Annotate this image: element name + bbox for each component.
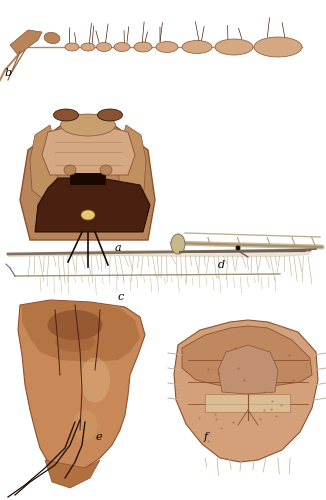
Bar — [205, 394, 290, 412]
Bar — [70, 173, 106, 185]
Polygon shape — [45, 460, 100, 488]
Ellipse shape — [96, 42, 111, 51]
Ellipse shape — [114, 42, 130, 51]
Ellipse shape — [48, 310, 102, 340]
Ellipse shape — [53, 109, 79, 121]
Ellipse shape — [156, 42, 178, 52]
Ellipse shape — [55, 332, 95, 352]
Polygon shape — [42, 122, 135, 175]
Ellipse shape — [97, 109, 123, 121]
Bar — [0, 80, 165, 260]
Polygon shape — [20, 115, 155, 240]
Text: e: e — [96, 432, 103, 442]
Bar — [165, 180, 326, 310]
Polygon shape — [30, 125, 58, 205]
Text: f: f — [204, 432, 208, 442]
Ellipse shape — [72, 410, 97, 440]
Polygon shape — [118, 125, 146, 205]
Bar — [0, 0, 326, 80]
Bar — [0, 225, 326, 305]
Ellipse shape — [235, 246, 241, 250]
Text: b: b — [5, 68, 12, 78]
Bar — [165, 295, 326, 500]
Ellipse shape — [215, 39, 253, 55]
Text: c: c — [118, 292, 124, 302]
Polygon shape — [22, 300, 140, 362]
Ellipse shape — [254, 37, 302, 57]
Polygon shape — [218, 345, 278, 394]
Ellipse shape — [65, 43, 79, 51]
Polygon shape — [174, 320, 318, 462]
Polygon shape — [18, 300, 145, 472]
Ellipse shape — [80, 358, 110, 403]
Ellipse shape — [100, 165, 112, 175]
Ellipse shape — [171, 234, 185, 254]
Ellipse shape — [182, 40, 212, 54]
Text: d: d — [218, 260, 225, 270]
Ellipse shape — [134, 42, 152, 52]
Ellipse shape — [64, 165, 76, 175]
Ellipse shape — [81, 43, 95, 51]
Text: a: a — [115, 243, 122, 253]
Polygon shape — [10, 30, 42, 55]
Ellipse shape — [44, 32, 60, 44]
Bar — [0, 295, 165, 500]
Polygon shape — [182, 326, 312, 388]
Polygon shape — [35, 178, 150, 232]
Ellipse shape — [61, 114, 115, 136]
Ellipse shape — [81, 210, 95, 220]
